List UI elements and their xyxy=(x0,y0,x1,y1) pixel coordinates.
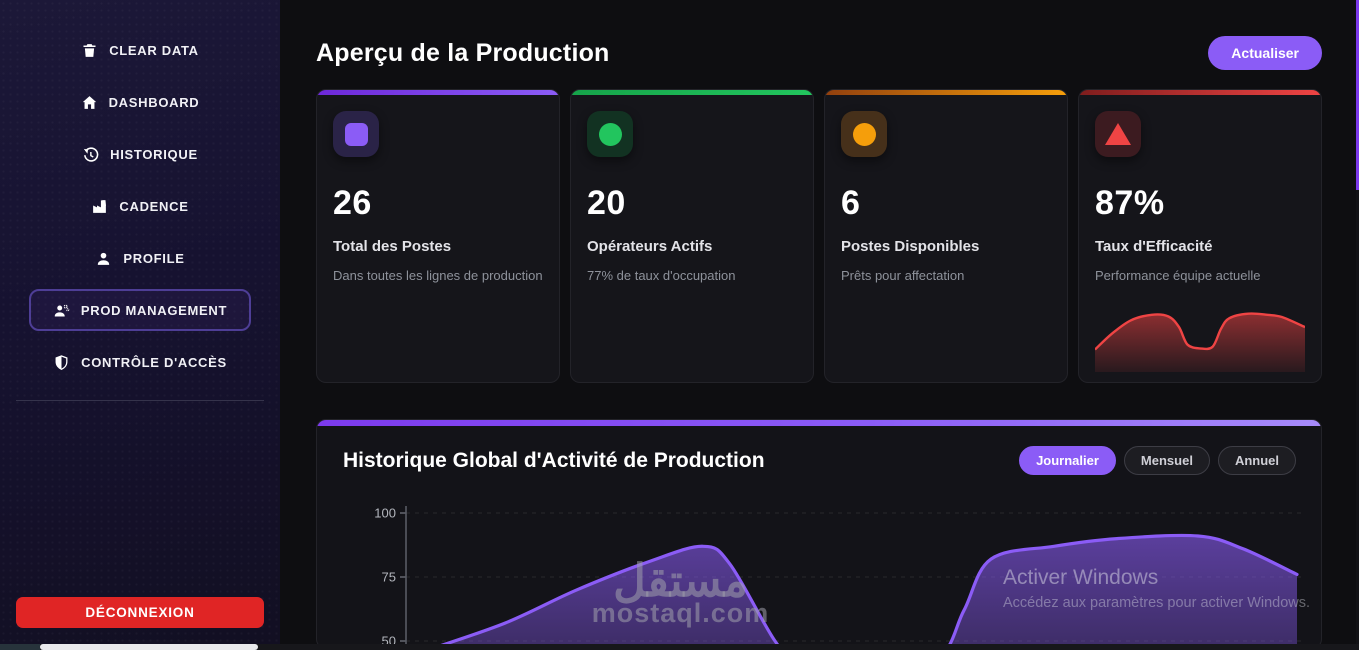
horizontal-scrollbar-thumb[interactable] xyxy=(40,644,258,650)
filter-journalier[interactable]: Journalier xyxy=(1019,446,1116,475)
factory-icon xyxy=(93,199,107,213)
shield-icon xyxy=(55,354,68,370)
stat-card-taux-efficacite: 87% Taux d'Efficacité Performance équipe… xyxy=(1078,89,1322,383)
stat-subtitle: Performance équipe actuelle xyxy=(1095,268,1261,283)
sidebar-item-historique[interactable]: HISTORIQUE xyxy=(0,128,280,180)
vertical-scrollbar-thumb[interactable] xyxy=(1356,0,1359,190)
sidebar-item-label: PROFILE xyxy=(123,250,185,266)
stat-title: Taux d'Efficacité xyxy=(1095,238,1213,255)
stat-subtitle: 77% de taux d'occupation xyxy=(587,268,736,283)
stat-title: Total des Postes xyxy=(333,238,452,255)
scrollbar-corner xyxy=(0,644,40,650)
sidebar-spacer xyxy=(0,401,280,597)
stat-card-total-postes: 26 Total des Postes Dans toutes les lign… xyxy=(316,89,560,383)
stat-title: Opérateurs Actifs xyxy=(587,238,713,255)
sidebar-nav: CLEAR DATA DASHBOARD HISTORIQUE CADENCE xyxy=(0,0,280,401)
stat-subtitle: Dans toutes les lignes de production xyxy=(333,268,543,283)
activity-chart: 100 75 50 xyxy=(371,500,1311,648)
stat-card-postes-disponibles: 6 Postes Disponibles Prêts pour affectat… xyxy=(824,89,1068,383)
sidebar-divider xyxy=(16,400,264,401)
efficiency-sparkline xyxy=(1095,306,1305,372)
total-postes-icon xyxy=(333,111,379,157)
sidebar-item-cadence[interactable]: CADENCE xyxy=(0,180,280,232)
home-icon xyxy=(82,95,96,109)
horizontal-scrollbar xyxy=(0,644,1359,650)
filter-annuel[interactable]: Annuel xyxy=(1217,446,1296,475)
history-header: Historique Global d'Activité de Producti… xyxy=(317,420,1321,475)
circle-icon xyxy=(598,122,622,146)
sidebar-item-label: CLEAR DATA xyxy=(109,42,199,58)
page-title: Aperçu de la Production xyxy=(316,38,610,67)
stat-value: 87% xyxy=(1095,184,1165,222)
sidebar-item-controle-acces[interactable]: CONTRÔLE D'ACCÈS xyxy=(0,336,280,388)
sidebar-item-label: PROD MANAGEMENT xyxy=(80,302,228,318)
history-panel: Historique Global d'Activité de Producti… xyxy=(316,419,1322,649)
sidebar-item-prod-management[interactable]: PROD MANAGEMENT xyxy=(29,289,251,331)
rounded-square-icon xyxy=(344,122,368,146)
user-icon xyxy=(98,252,110,265)
stat-subtitle: Prêts pour affectation xyxy=(841,268,965,283)
sidebar-item-dashboard[interactable]: DASHBOARD xyxy=(0,76,280,128)
stat-cards-row: 26 Total des Postes Dans toutes les lign… xyxy=(316,89,1322,383)
users-gear-icon xyxy=(54,304,70,317)
logout-button[interactable]: DÉCONNEXION xyxy=(16,597,264,628)
vertical-scrollbar xyxy=(1356,0,1359,644)
sidebar-item-label: CONTRÔLE D'ACCÈS xyxy=(81,354,227,370)
circle-icon xyxy=(852,122,876,146)
svg-text:100: 100 xyxy=(374,506,396,521)
stat-value: 6 xyxy=(841,184,861,222)
filter-mensuel[interactable]: Mensuel xyxy=(1123,446,1210,475)
sidebar-item-profile[interactable]: PROFILE xyxy=(0,232,280,284)
operateurs-actifs-icon xyxy=(587,111,633,157)
stat-value: 20 xyxy=(587,184,626,222)
stat-card-operateurs-actifs: 20 Opérateurs Actifs 77% de taux d'occup… xyxy=(570,89,814,383)
period-filters: Journalier Mensuel Annuel xyxy=(1019,446,1296,475)
history-title: Historique Global d'Activité de Producti… xyxy=(343,448,765,472)
trash-icon xyxy=(83,43,96,57)
refresh-button[interactable]: Actualiser xyxy=(1208,36,1322,70)
taux-efficacite-icon xyxy=(1095,111,1141,157)
sidebar-item-label: HISTORIQUE xyxy=(110,146,198,162)
triangle-icon xyxy=(1105,123,1131,145)
sidebar-item-clear-data[interactable]: CLEAR DATA xyxy=(0,24,280,76)
sidebar-item-label: DASHBOARD xyxy=(108,94,200,110)
main-header: Aperçu de la Production Actualiser xyxy=(316,36,1322,70)
stat-value: 26 xyxy=(333,184,372,222)
svg-text:75: 75 xyxy=(382,570,396,585)
sidebar-item-label: CADENCE xyxy=(119,198,189,214)
stat-title: Postes Disponibles xyxy=(841,238,980,255)
history-icon xyxy=(83,146,99,162)
postes-disponibles-icon xyxy=(841,111,887,157)
main-content: Aperçu de la Production Actualiser 26 To… xyxy=(280,0,1359,650)
sidebar: CLEAR DATA DASHBOARD HISTORIQUE CADENCE xyxy=(0,0,280,650)
